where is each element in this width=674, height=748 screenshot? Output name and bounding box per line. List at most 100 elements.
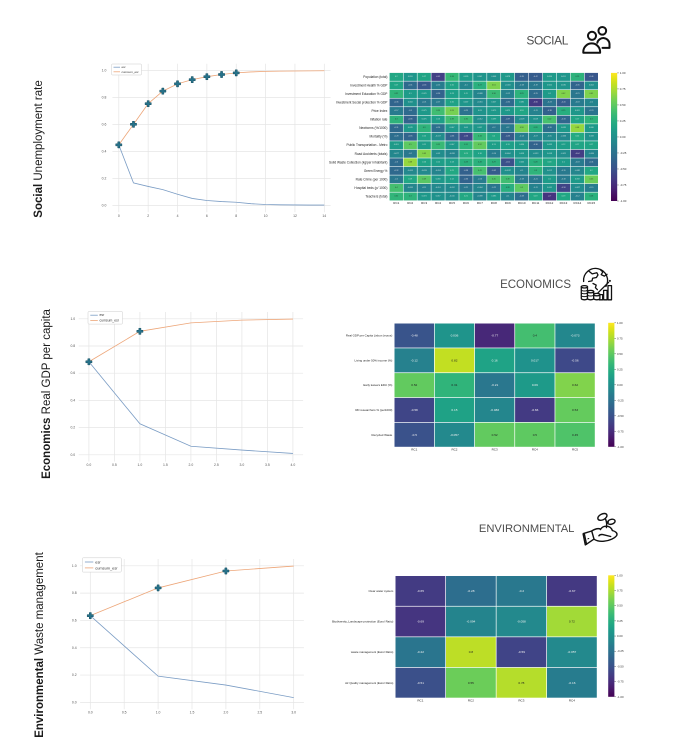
svg-text:-0.011: -0.011: [449, 195, 454, 197]
svg-text:-0.7: -0.7: [548, 195, 551, 197]
svg-text:-0.057: -0.057: [568, 650, 577, 654]
svg-text:-0.2: -0.2: [395, 178, 398, 180]
svg-text:-0.004: -0.004: [505, 84, 510, 86]
svg-text:RC2: RC2: [451, 448, 457, 452]
svg-text:0.017: 0.017: [531, 358, 539, 362]
svg-text:0.0004: 0.0004: [505, 153, 511, 155]
svg-text:-0.50: -0.50: [617, 414, 624, 418]
svg-text:0.28: 0.28: [464, 161, 468, 163]
svg-text:0.1: 0.1: [548, 93, 551, 95]
svg-text:-0.12: -0.12: [506, 93, 510, 95]
svg-text:-0.12: -0.12: [575, 195, 579, 197]
svg-text:-0.75: -0.75: [617, 429, 624, 433]
svg-text:-1.00: -1.00: [617, 445, 624, 449]
svg-text:RC12: RC12: [546, 201, 554, 205]
svg-text:0.16: 0.16: [492, 358, 498, 362]
svg-text:-0.66: -0.66: [533, 102, 537, 104]
svg-text:0.13: 0.13: [436, 119, 440, 121]
svg-text:0.42: 0.42: [548, 119, 552, 121]
svg-text:RC4: RC4: [435, 201, 441, 205]
svg-text:-0.18: -0.18: [575, 102, 579, 104]
svg-text:Price Index: Price Index: [371, 109, 387, 113]
svg-text:0.091: 0.091: [394, 144, 399, 146]
svg-text:0.50: 0.50: [617, 604, 623, 608]
svg-text:-0.094: -0.094: [435, 170, 440, 172]
svg-text:0.4: 0.4: [70, 398, 75, 402]
svg-text:-0.56: -0.56: [464, 136, 468, 138]
svg-text:-0.085: -0.085: [408, 187, 413, 189]
svg-text:-0.1: -0.1: [520, 170, 523, 172]
svg-text:0.019: 0.019: [533, 119, 538, 121]
svg-text:SOCIAL: SOCIAL: [526, 33, 568, 47]
svg-text:cumsum_esr: cumsum_esr: [100, 319, 120, 323]
svg-text:1.0: 1.0: [138, 463, 143, 467]
svg-text:-0.26: -0.26: [436, 127, 440, 129]
svg-text:-0.48: -0.48: [411, 334, 418, 338]
svg-text:0.75: 0.75: [620, 87, 626, 91]
svg-text:-0.19: -0.19: [533, 84, 537, 86]
svg-text:RC5: RC5: [449, 201, 455, 205]
svg-text:-0.32: -0.32: [394, 170, 398, 172]
svg-text:0.25: 0.25: [562, 110, 566, 112]
svg-text:-0.75: -0.75: [617, 680, 624, 684]
svg-text:0.058: 0.058: [519, 153, 524, 155]
svg-text:-0.057: -0.057: [450, 433, 459, 437]
svg-text:-0.15: -0.15: [589, 187, 593, 189]
svg-text:0.17: 0.17: [589, 144, 593, 146]
svg-text:-0.18: -0.18: [561, 178, 565, 180]
svg-text:Biodiversity_Landscape protect: Biodiversity_Landscape protection (Euro/…: [332, 620, 393, 624]
svg-text:0.075: 0.075: [491, 110, 496, 112]
svg-text:-0.28: -0.28: [520, 195, 524, 197]
svg-text:0.004: 0.004: [589, 84, 594, 86]
svg-text:-0.16: -0.16: [568, 681, 575, 685]
svg-text:-0.59: -0.59: [518, 650, 525, 654]
svg-text:0.2: 0.2: [72, 673, 77, 677]
svg-text:2: 2: [147, 214, 149, 218]
svg-text:RC10: RC10: [518, 201, 526, 205]
svg-text:RC7: RC7: [477, 201, 483, 205]
svg-text:0.081: 0.081: [519, 102, 524, 104]
svg-text:RC3: RC3: [518, 699, 524, 703]
svg-text:-0.62: -0.62: [436, 76, 440, 78]
svg-text:0.45: 0.45: [492, 178, 496, 180]
svg-text:-0.38: -0.38: [464, 170, 468, 172]
svg-text:0.18: 0.18: [520, 110, 524, 112]
svg-text:0.17: 0.17: [394, 84, 398, 86]
svg-text:0.075: 0.075: [422, 119, 427, 121]
svg-text:-0.36: -0.36: [533, 144, 537, 146]
svg-text:0.075: 0.075: [422, 110, 427, 112]
svg-text:0.2: 0.2: [492, 136, 495, 138]
svg-text:0.3: 0.3: [534, 170, 537, 172]
svg-text:0.34: 0.34: [478, 136, 482, 138]
svg-text:0.083: 0.083: [561, 127, 566, 129]
svg-text:0.5: 0.5: [122, 711, 127, 715]
svg-text:Hospital beds (p/ 1000): Hospital beds (p/ 1000): [354, 186, 387, 190]
svg-text:0.12: 0.12: [436, 161, 440, 163]
svg-text:-0.69: -0.69: [417, 620, 424, 624]
svg-text:0.086: 0.086: [589, 127, 594, 129]
svg-text:0.29: 0.29: [492, 161, 496, 163]
svg-text:Investment Education % GDP: Investment Education % GDP: [345, 92, 387, 96]
svg-text:-0.077: -0.077: [394, 153, 399, 155]
svg-text:0.82: 0.82: [451, 358, 457, 362]
svg-text:0.076: 0.076: [422, 93, 427, 95]
svg-text:0.17: 0.17: [576, 119, 580, 121]
svg-text:-0.64: -0.64: [575, 153, 579, 155]
svg-text:-0.07: -0.07: [533, 136, 537, 138]
svg-text:0.5: 0.5: [409, 144, 412, 146]
svg-text:1.5: 1.5: [190, 711, 195, 715]
svg-text:0.58: 0.58: [520, 127, 524, 129]
svg-text:-0.36: -0.36: [408, 119, 412, 121]
svg-text:0.4: 0.4: [533, 334, 538, 338]
svg-text:-0.56: -0.56: [572, 358, 579, 362]
svg-text:0.095: 0.095: [464, 76, 469, 78]
svg-text:0.078: 0.078: [408, 127, 413, 129]
svg-text:-0.17: -0.17: [394, 110, 398, 112]
svg-text:0.28: 0.28: [589, 195, 593, 197]
svg-text:-0.059: -0.059: [421, 170, 426, 172]
svg-text:esr: esr: [95, 560, 101, 565]
svg-text:-0.36: -0.36: [450, 136, 454, 138]
svg-text:0.078: 0.078: [505, 76, 510, 78]
svg-text:-1.00: -1.00: [620, 199, 627, 203]
svg-text:0.25: 0.25: [617, 367, 623, 371]
